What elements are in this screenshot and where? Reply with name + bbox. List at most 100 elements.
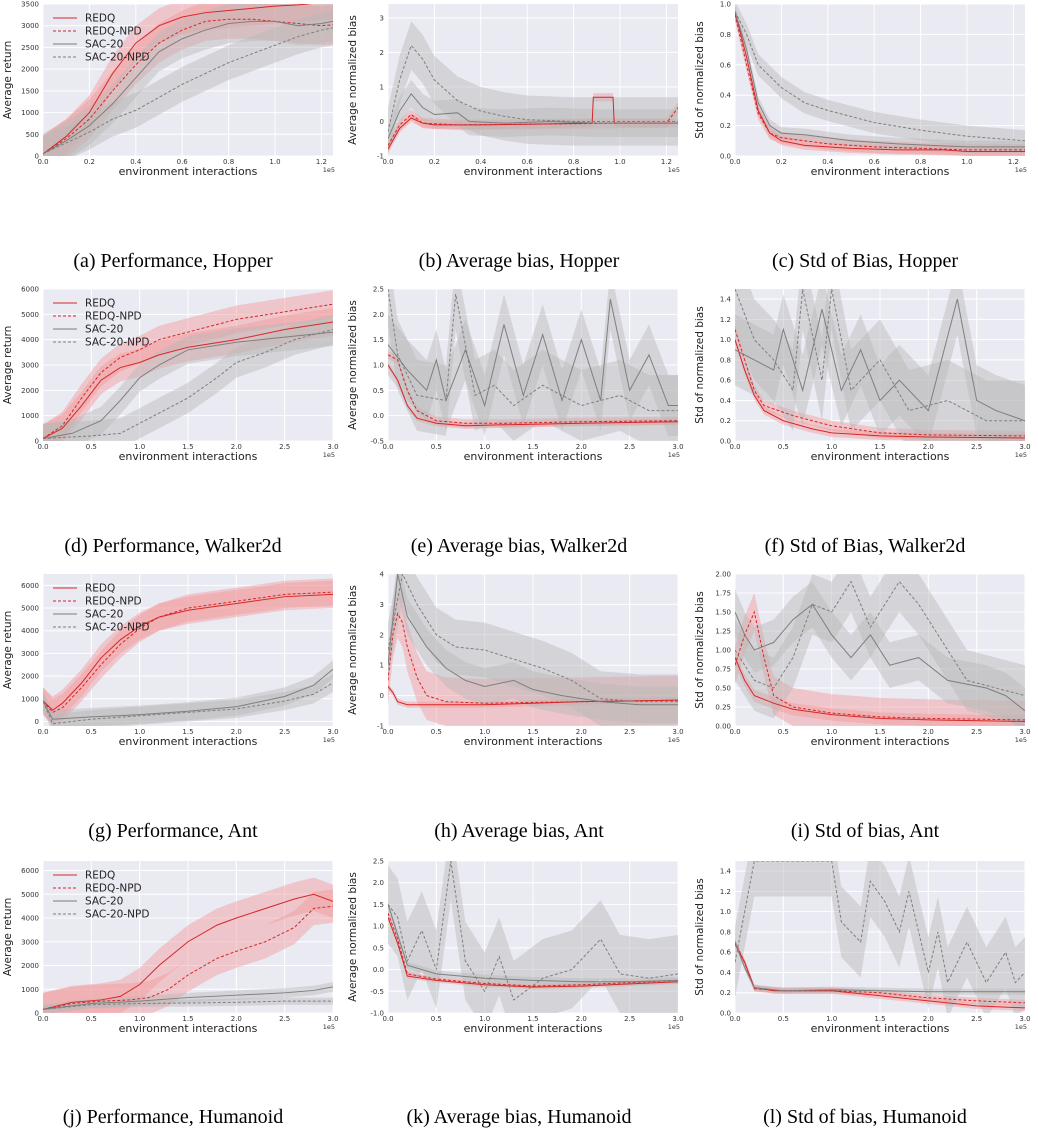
y-axis-label: Average return [2, 326, 14, 405]
x-tick-label: 0.0 [37, 443, 48, 451]
y-tick-label: 0.6 [720, 377, 732, 385]
x-tick-label: 1.0 [134, 728, 145, 736]
y-axis-label: Average normalized bias [347, 15, 359, 145]
chart-k: 0.0 0.5 1.0 1.5 2.0 2.5 3.0 -1.0 -0.5 0.0 0.5 1.0 1.… [347, 858, 684, 1036]
x-tick-label: 0.2 [776, 158, 787, 166]
y-tick-label: 0.0 [720, 153, 731, 161]
y-tick-label: 1.50 [715, 609, 731, 617]
x-tick-label: 1.5 [182, 1015, 193, 1023]
x-multiplier: 1e5 [668, 736, 680, 744]
plot-area [43, 4, 333, 156]
y-axis-label: Average return [2, 41, 14, 120]
y-tick-label: 2.0 [373, 311, 384, 319]
y-tick-label: 500 [26, 131, 39, 139]
series-line-redq [43, 593, 333, 711]
x-tick-label: 3.0 [672, 728, 683, 736]
confidence-band-redq [388, 93, 678, 154]
series-line-redq [735, 339, 1025, 439]
x-tick-label: 0.5 [86, 728, 97, 736]
x-tick-label: 0.0 [729, 1015, 740, 1023]
legend-label: SAC-20 [85, 324, 123, 336]
plot-area [735, 4, 1025, 156]
y-axis-label: Average normalized bias [347, 300, 359, 430]
y-tick-label: -1 [377, 153, 384, 161]
x-tick-label: 0.0 [729, 728, 740, 736]
legend-label: REDQ-NPD [85, 883, 142, 895]
x-tick-label: 2.0 [576, 443, 587, 451]
chart-b: 0.0 0.2 0.4 0.6 0.8 1.0 1.2 -1 0 1 2 3 environment i… [347, 4, 680, 178]
caption-j: (j) Performance, Humanoid [62, 1106, 284, 1128]
legend-label: SAC-20-NPD [85, 909, 149, 921]
series-line-sac-20 [735, 299, 1025, 422]
y-axis-label: Std of normalized bias [694, 878, 706, 995]
y-tick-label: 3000 [21, 650, 39, 658]
series-line-redq [43, 321, 333, 439]
x-tick-label: 0.0 [37, 158, 48, 166]
x-tick-label: 3.0 [672, 1015, 683, 1023]
chart-d: 0.0 0.5 1.0 1.5 2.0 2.5 3.0 0 1000 2000 3000 4000 50… [2, 286, 339, 464]
caption-e: (e) Average bias, Walker2d [410, 535, 628, 557]
series-line-redq [388, 364, 678, 427]
y-tick-label: 3500 [21, 1, 39, 9]
x-multiplier: 1e5 [323, 451, 335, 459]
y-tick-label: 0.6 [720, 949, 732, 957]
x-tick-label: 0.0 [729, 443, 740, 451]
x-tick-label: 1.5 [874, 728, 885, 736]
x-axis-label: environment interactions [119, 450, 258, 463]
y-tick-label: 0.25 [715, 704, 731, 712]
x-multiplier: 1e5 [1015, 451, 1027, 459]
y-tick-label: 1.0 [720, 1, 731, 9]
y-tick-label: 0.50 [715, 685, 731, 693]
y-tick-label: 1500 [21, 87, 39, 95]
legend-label: SAC-20 [85, 896, 123, 908]
x-tick-label: 1.0 [826, 443, 837, 451]
confidence-band-sac-20 [388, 574, 678, 723]
confidence-band-redq-npd [43, 290, 333, 441]
confidence-band-redq-npd [388, 350, 678, 428]
confidence-band-redq-npd [388, 102, 678, 151]
y-tick-label: 1 [380, 662, 384, 670]
x-tick-label: 0.8 [568, 158, 579, 166]
series-line-redq-npd [43, 591, 333, 714]
y-tick-label: 3000 [21, 938, 39, 946]
y-axis-label: Average return [2, 898, 14, 977]
x-tick-label: 1.5 [874, 1015, 885, 1023]
plot-area [388, 4, 678, 156]
x-tick-label: 0.2 [429, 158, 440, 166]
x-axis-label: environment interactions [464, 735, 603, 748]
y-tick-label: 3000 [21, 362, 39, 370]
caption-l: (l) Std of bias, Humanoid [763, 1106, 967, 1128]
series-line-redq-npd [388, 354, 678, 424]
x-tick-label: 0.0 [382, 1015, 393, 1023]
y-tick-label: 6000 [21, 867, 39, 875]
x-tick-label: 2.0 [923, 1015, 934, 1023]
chart-f: 0.0 0.5 1.0 1.5 2.0 2.5 3.0 0.0 0.2 0.4 0.6 0.8 1.0 1… [694, 289, 1031, 463]
x-tick-label: 2.0 [231, 1015, 242, 1023]
x-tick-label: 0.5 [431, 728, 442, 736]
y-tick-label: 1000 [21, 986, 39, 994]
x-tick-label: 1.0 [479, 728, 490, 736]
x-axis-label: environment interactions [464, 165, 603, 178]
y-tick-label: 2500 [21, 44, 39, 52]
x-tick-label: 0.4 [130, 158, 142, 166]
x-tick-label: 0.0 [729, 158, 740, 166]
x-tick-label: 0.4 [475, 158, 487, 166]
y-tick-label: 1.5 [373, 336, 384, 344]
y-tick-label: 2000 [21, 66, 39, 74]
x-tick-label: 1.5 [527, 443, 538, 451]
x-tick-label: 1.5 [182, 728, 193, 736]
series-line-redq [43, 893, 333, 1010]
series-line-redq [735, 11, 1025, 152]
caption-k: (k) Average bias, Humanoid [406, 1106, 632, 1128]
x-tick-label: 2.5 [279, 1015, 290, 1023]
x-multiplier: 1e5 [668, 451, 680, 459]
x-tick-label: 0.0 [382, 158, 393, 166]
confidence-band-redq-npd [388, 589, 678, 726]
y-tick-label: 1.25 [715, 628, 731, 636]
x-tick-label: 1.0 [614, 158, 625, 166]
confidence-band-redq [735, 941, 1025, 1011]
series-line-sac-20 [388, 299, 678, 408]
x-tick-label: 1.0 [961, 158, 972, 166]
y-tick-label: 0.4 [720, 969, 732, 977]
x-tick-label: 2.0 [231, 443, 242, 451]
